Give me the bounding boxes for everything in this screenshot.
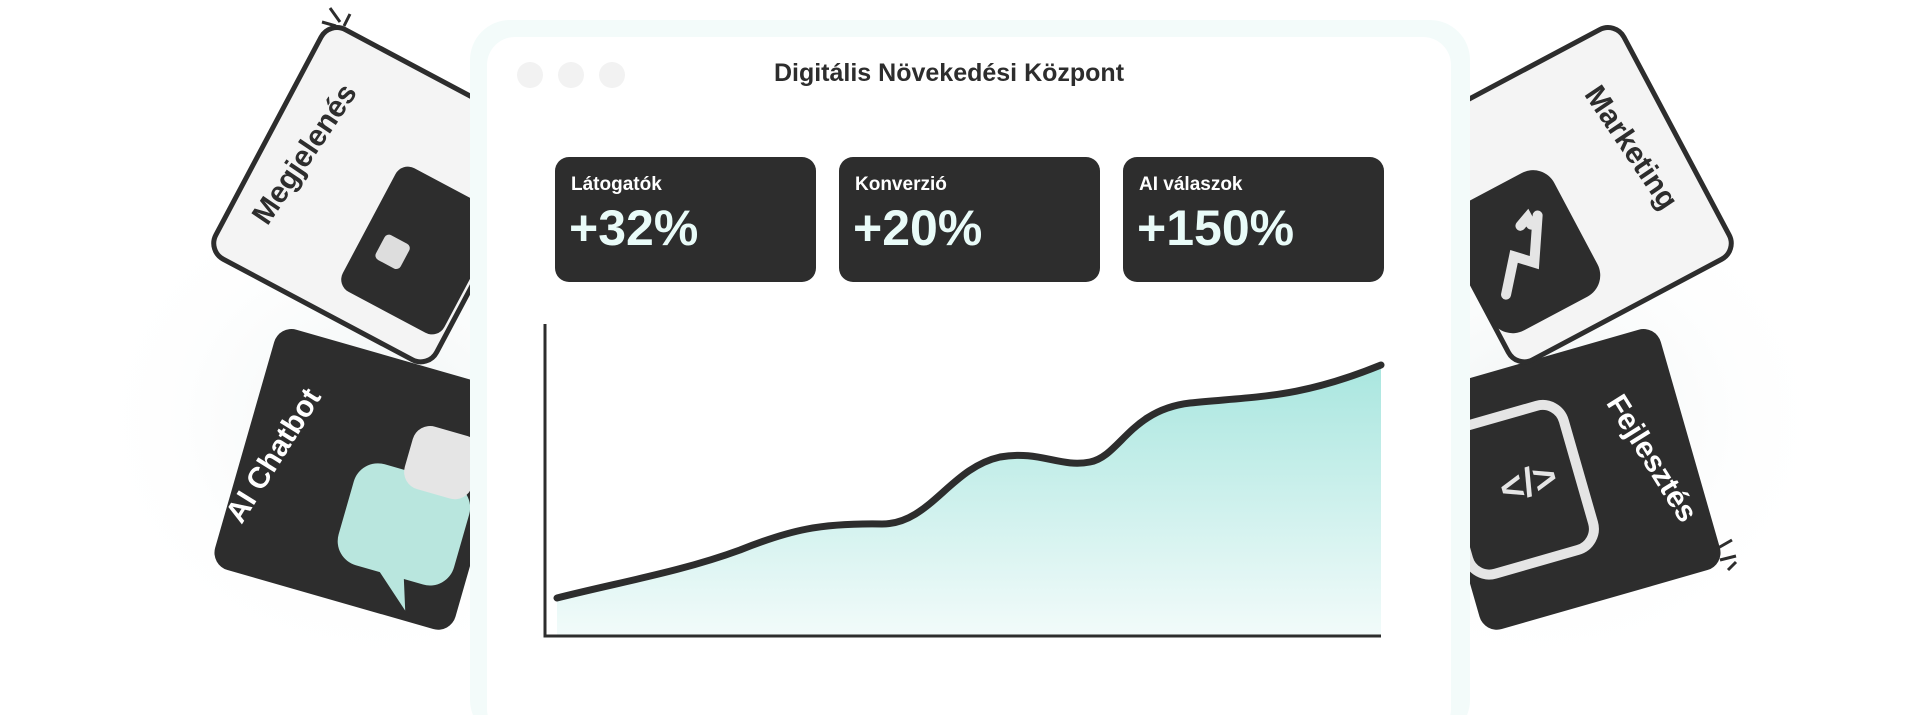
card-dark: </> Fejlesztés bbox=[1419, 329, 1721, 630]
stat-label: AI válaszok bbox=[1139, 174, 1243, 195]
chart-area bbox=[557, 365, 1381, 636]
stat-label: Konverzió bbox=[855, 174, 947, 195]
window-dot bbox=[599, 62, 625, 88]
window-title: Digitális Növekedési Központ bbox=[774, 59, 1125, 87]
card-dark: AI Chatbot bbox=[214, 329, 516, 630]
stat-label: Látogatók bbox=[571, 174, 662, 195]
chart-line bbox=[553, 361, 1385, 602]
stat-value: +20% bbox=[853, 200, 982, 256]
window-dot bbox=[558, 62, 584, 88]
stat-card bbox=[839, 157, 1100, 282]
card-light: Marketing bbox=[1398, 25, 1734, 365]
stat-card bbox=[1123, 157, 1384, 282]
spark bbox=[321, 7, 352, 28]
chart-axes bbox=[543, 324, 1381, 638]
stats: Látogatók +32% Konverzió +20% AI válaszok +15… bbox=[555, 157, 1384, 282]
spark bbox=[1717, 538, 1738, 572]
stat-value: +150% bbox=[1137, 200, 1294, 256]
stat-value: +32% bbox=[569, 200, 698, 256]
stat-card bbox=[555, 157, 816, 282]
window-dot bbox=[517, 62, 543, 88]
